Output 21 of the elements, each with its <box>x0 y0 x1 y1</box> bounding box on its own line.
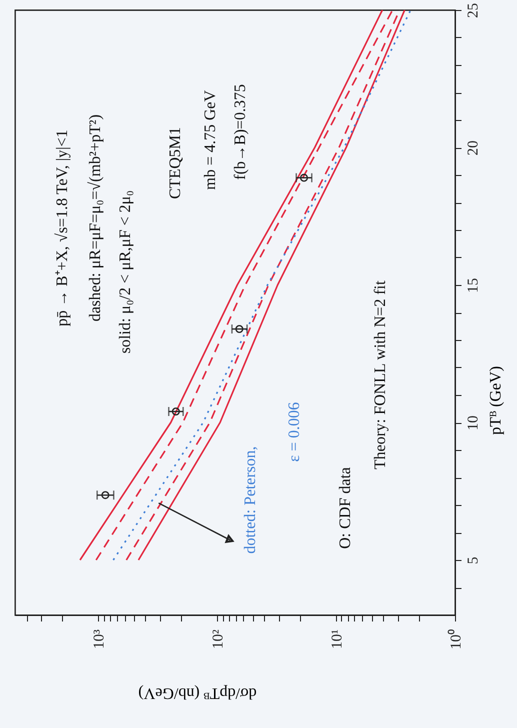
annotation: dashed: μR=μF=μ₀=√(mb²+pT²) <box>87 114 104 322</box>
annotation: ε = 0.006 <box>286 402 303 462</box>
x-tick-label: 10¹ <box>330 630 346 649</box>
y-tick-label: 20 <box>466 140 482 156</box>
annotation: O: CDF data <box>337 467 354 549</box>
x-axis-title: dσ/dpTᴮ (nb/GeV) <box>138 684 257 702</box>
annotation: mb = 4.75 GeV <box>202 90 219 190</box>
annotation: f(b→B)=0.375 <box>232 84 249 180</box>
annotation: Theory: FONLL with N=2 fit <box>372 280 389 470</box>
y-axis-title: pTᴮ (GeV) <box>488 366 504 435</box>
y-tick-label: 25 <box>466 3 482 18</box>
y-tick-label: 5 <box>466 556 482 564</box>
x-tick-label: 10³ <box>92 629 108 649</box>
y-tick-label: 10 <box>466 416 482 430</box>
y-tick-label: 15 <box>466 278 482 293</box>
annotation: pp̄ → B⁺+X, √s=1.8 TeV, |y|<1 <box>54 130 71 326</box>
annotation: dotted: Peterson, <box>242 446 259 554</box>
annotation: solid: μ₀/2 < μR,μF < 2μ₀ <box>117 190 134 354</box>
annotation: CTEQ5M1 <box>167 127 184 199</box>
x-tick-label: 10² <box>210 629 227 649</box>
x-tick-label: 10⁰ <box>448 630 464 650</box>
